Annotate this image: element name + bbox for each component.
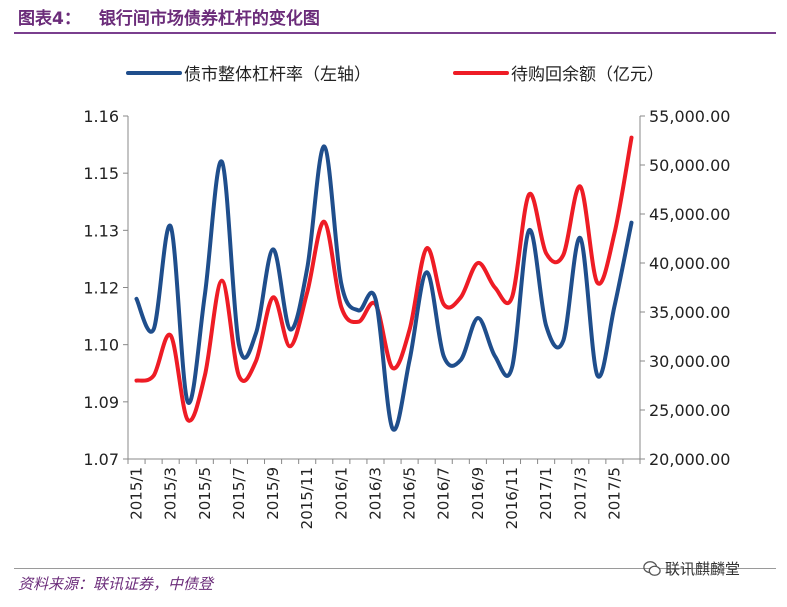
chart-axes: 1.07 1.09 1.10 1.12 1.13 1.15 1.16 20,000.00 25,… xyxy=(83,107,730,529)
left-axis-tick-label: 1.09 xyxy=(83,393,119,412)
x-axis-tick-label: 2016/5 xyxy=(401,467,419,520)
right-axis-tick-label: 25,000.00 xyxy=(649,401,730,420)
x-axis-tick-label: 2016/3 xyxy=(366,467,384,520)
x-axis-tick-label: 2017/5 xyxy=(605,467,623,520)
x-axis-tick-label: 2016/7 xyxy=(435,467,453,520)
right-axis-tick-label: 50,000.00 xyxy=(649,156,730,175)
series-line-repo xyxy=(134,135,634,423)
line-chart: 债市整体杠杆率（左轴） 待购回余额（亿元） 1.071.091.101.121.… xyxy=(83,65,730,529)
left-axis-tick-label: 1.13 xyxy=(83,221,119,240)
right-axis-tick-label: 30,000.00 xyxy=(649,352,730,371)
title-divider xyxy=(14,32,776,34)
x-axis-tick-label: 2016/11 xyxy=(503,467,521,529)
chart-legend: 债市整体杠杆率（左轴） 待购回余额（亿元） xyxy=(126,65,664,85)
wechat-icon xyxy=(643,560,661,576)
figure-title: 图表4： 银行间市场债券杠杆的变化图 xyxy=(18,4,320,29)
x-axis-tick-label: 2015/9 xyxy=(264,467,282,520)
x-axis-tick-label: 2016/1 xyxy=(332,467,350,520)
source-note: 资料来源：联讯证券，中债登 xyxy=(18,575,214,593)
figure-title-text: 银行间市场债券杠杆的变化图 xyxy=(98,9,320,29)
footer-divider xyxy=(14,568,776,569)
right-axis-tick-label: 20,000.00 xyxy=(649,450,730,469)
watermark-text: 联讯麒麟堂 xyxy=(665,560,741,578)
left-axis-tick-label: 1.10 xyxy=(83,336,119,355)
right-axis-tick-label: 55,000.00 xyxy=(649,107,730,126)
x-axis-tick-label: 2015/1 xyxy=(128,467,146,520)
right-axis-tick-label: 35,000.00 xyxy=(649,303,730,322)
left-axis-tick-label: 1.15 xyxy=(83,164,119,183)
chart-series xyxy=(134,135,634,432)
right-axis-tick-label: 40,000.00 xyxy=(649,254,730,273)
left-axis-tick-label: 1.16 xyxy=(83,107,119,126)
series-line-leverage xyxy=(134,144,634,432)
watermark: 联讯麒麟堂 xyxy=(643,558,740,579)
x-axis-tick-label: 2016/9 xyxy=(469,467,487,520)
legend-label-leverage: 债市整体杠杆率（左轴） xyxy=(184,65,371,85)
x-axis-tick-label: 2017/1 xyxy=(537,467,555,520)
x-axis-tick-label: 2015/11 xyxy=(298,467,316,529)
x-axis-tick-label: 2015/5 xyxy=(196,467,214,520)
right-axis-tick-label: 45,000.00 xyxy=(649,205,730,224)
figure-label: 图表4： xyxy=(18,9,81,29)
x-axis-tick-label: 2015/7 xyxy=(230,467,248,520)
legend-label-repo: 待购回余额（亿元） xyxy=(511,65,664,85)
left-axis-tick-label: 1.07 xyxy=(83,450,119,469)
left-axis-tick-label: 1.12 xyxy=(83,279,119,298)
x-axis-tick-label: 2017/3 xyxy=(571,467,589,520)
x-axis-tick-label: 2015/3 xyxy=(162,467,180,520)
